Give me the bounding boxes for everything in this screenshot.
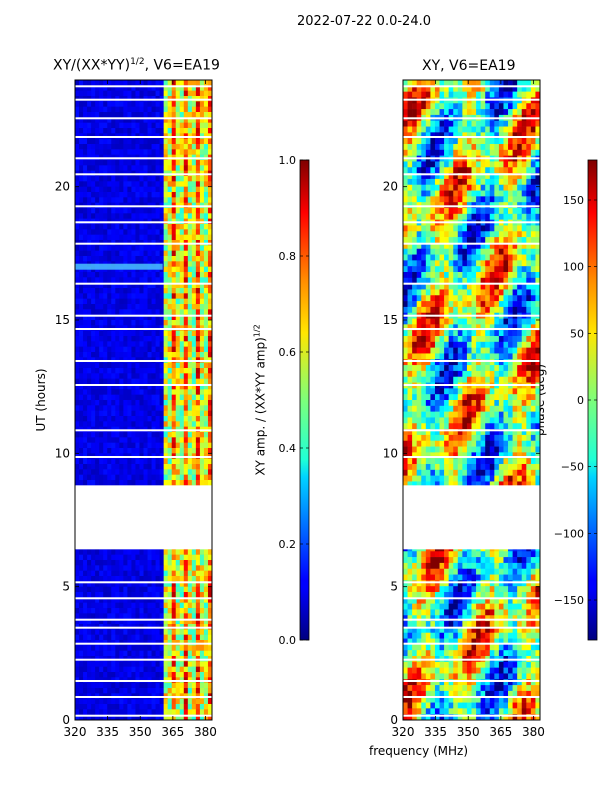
right-ytick-label: 10 [383, 446, 398, 460]
amp-cb-tick-label: 0.6 [279, 346, 297, 359]
right-xtick-label: 365 [489, 725, 512, 739]
phase-cb-tick-label: −150 [554, 594, 584, 607]
left-xtick-label: 320 [64, 725, 87, 739]
amp-colorbar [299, 159, 310, 641]
left-xtick-label: 350 [129, 725, 152, 739]
left-xtick-label: 365 [161, 725, 184, 739]
amp-cb-tick-label: 0.4 [279, 442, 297, 455]
left-xtick-label: 380 [194, 725, 217, 739]
phase-cb-tick-label: 100 [563, 261, 584, 274]
suptitle: 2022-07-22 0.0-24.0 [297, 14, 431, 29]
right-xtick-label: 350 [457, 725, 480, 739]
amp-cb-tick-label: 0.8 [279, 250, 297, 263]
left-axes-frame [74, 79, 213, 721]
right-xtick-label: 320 [392, 725, 415, 739]
right-ytick-label: 15 [383, 313, 398, 327]
left-title-main: XY/(XX*YY) [53, 57, 131, 74]
left-ytick-label: 20 [55, 180, 70, 194]
phase-cb-tick-label: −50 [561, 461, 584, 474]
left-title-tail: , V6=EA19 [144, 57, 220, 74]
right-xtick-label: 335 [424, 725, 447, 739]
left-ytick-label: 10 [55, 446, 70, 460]
shared-xlabel: frequency (MHz) [369, 744, 469, 758]
right-ytick-label: 20 [383, 180, 398, 194]
left-ytick-label: 5 [62, 580, 70, 594]
right-xtick-label: 380 [522, 725, 545, 739]
right-ytick-label: 0 [390, 713, 398, 727]
left-ytick-label: 0 [62, 713, 70, 727]
phase-cb-tick-label: 50 [570, 327, 584, 340]
phase-cb-tick-label: 150 [563, 194, 584, 207]
left-ytick-label: 15 [55, 313, 70, 327]
phase-heatmap [403, 80, 540, 720]
right-ytick-label: 5 [390, 580, 398, 594]
phase-cb-tick-label: −100 [554, 527, 584, 540]
phase-cb-tick-label: 0 [577, 394, 584, 407]
left-panel-title: XY/(XX*YY)1/2, V6=EA19 [53, 57, 220, 74]
amplitude-heatmap [75, 80, 212, 720]
amp-cb-tick-label: 1.0 [279, 154, 297, 167]
left-title-sup: 1/2 [130, 57, 145, 67]
amp-cb-tick-label: 0.2 [279, 538, 297, 551]
right-panel-title: XY, V6=EA19 [422, 58, 516, 74]
left-xtick-label: 335 [96, 725, 119, 739]
right-axes-frame [402, 79, 541, 721]
amp-cb-tick-label: 0.0 [279, 634, 297, 647]
